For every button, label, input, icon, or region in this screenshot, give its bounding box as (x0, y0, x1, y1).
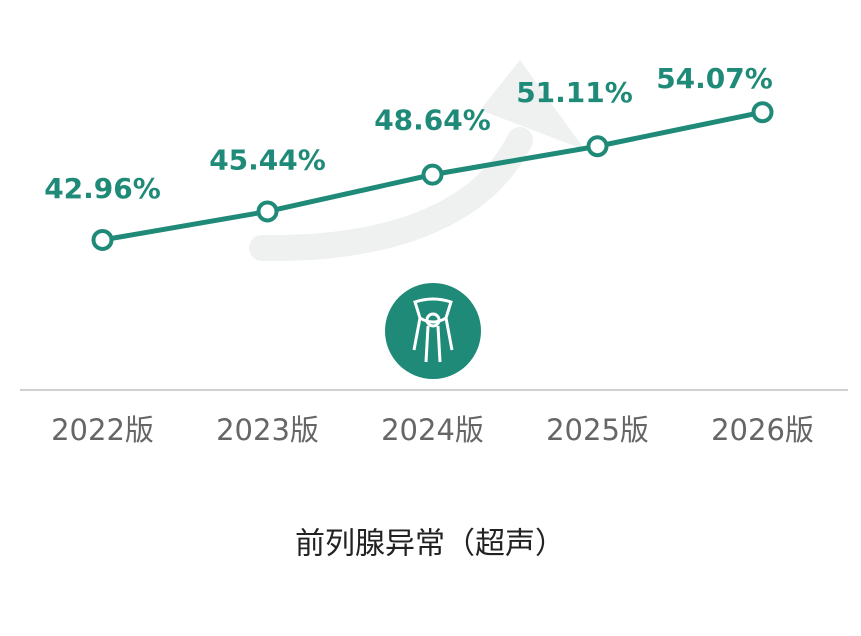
x-tick-label: 2023版 (216, 413, 319, 447)
point (256, 200, 279, 223)
icon-circle (385, 283, 481, 379)
chart-title: 前列腺异常（超声） (295, 527, 565, 562)
value-label: 42.96% (44, 172, 161, 205)
point (751, 101, 774, 124)
trend-arrow-head (480, 60, 585, 150)
point (91, 228, 114, 251)
point (586, 135, 609, 158)
trend-arrow (249, 127, 533, 262)
point (421, 163, 444, 186)
icon (412, 297, 454, 363)
x-tick-label: 2025版 (546, 413, 649, 447)
value-label: 45.44% (209, 143, 326, 176)
value-label: 51.11% (516, 76, 633, 109)
value-label: 48.64% (374, 104, 491, 137)
x-tick-label: 2026版 (711, 413, 814, 447)
value-label: 54.07% (656, 62, 773, 95)
x-tick-label: 2024版 (381, 413, 484, 447)
x-tick-label: 2022版 (51, 413, 154, 447)
